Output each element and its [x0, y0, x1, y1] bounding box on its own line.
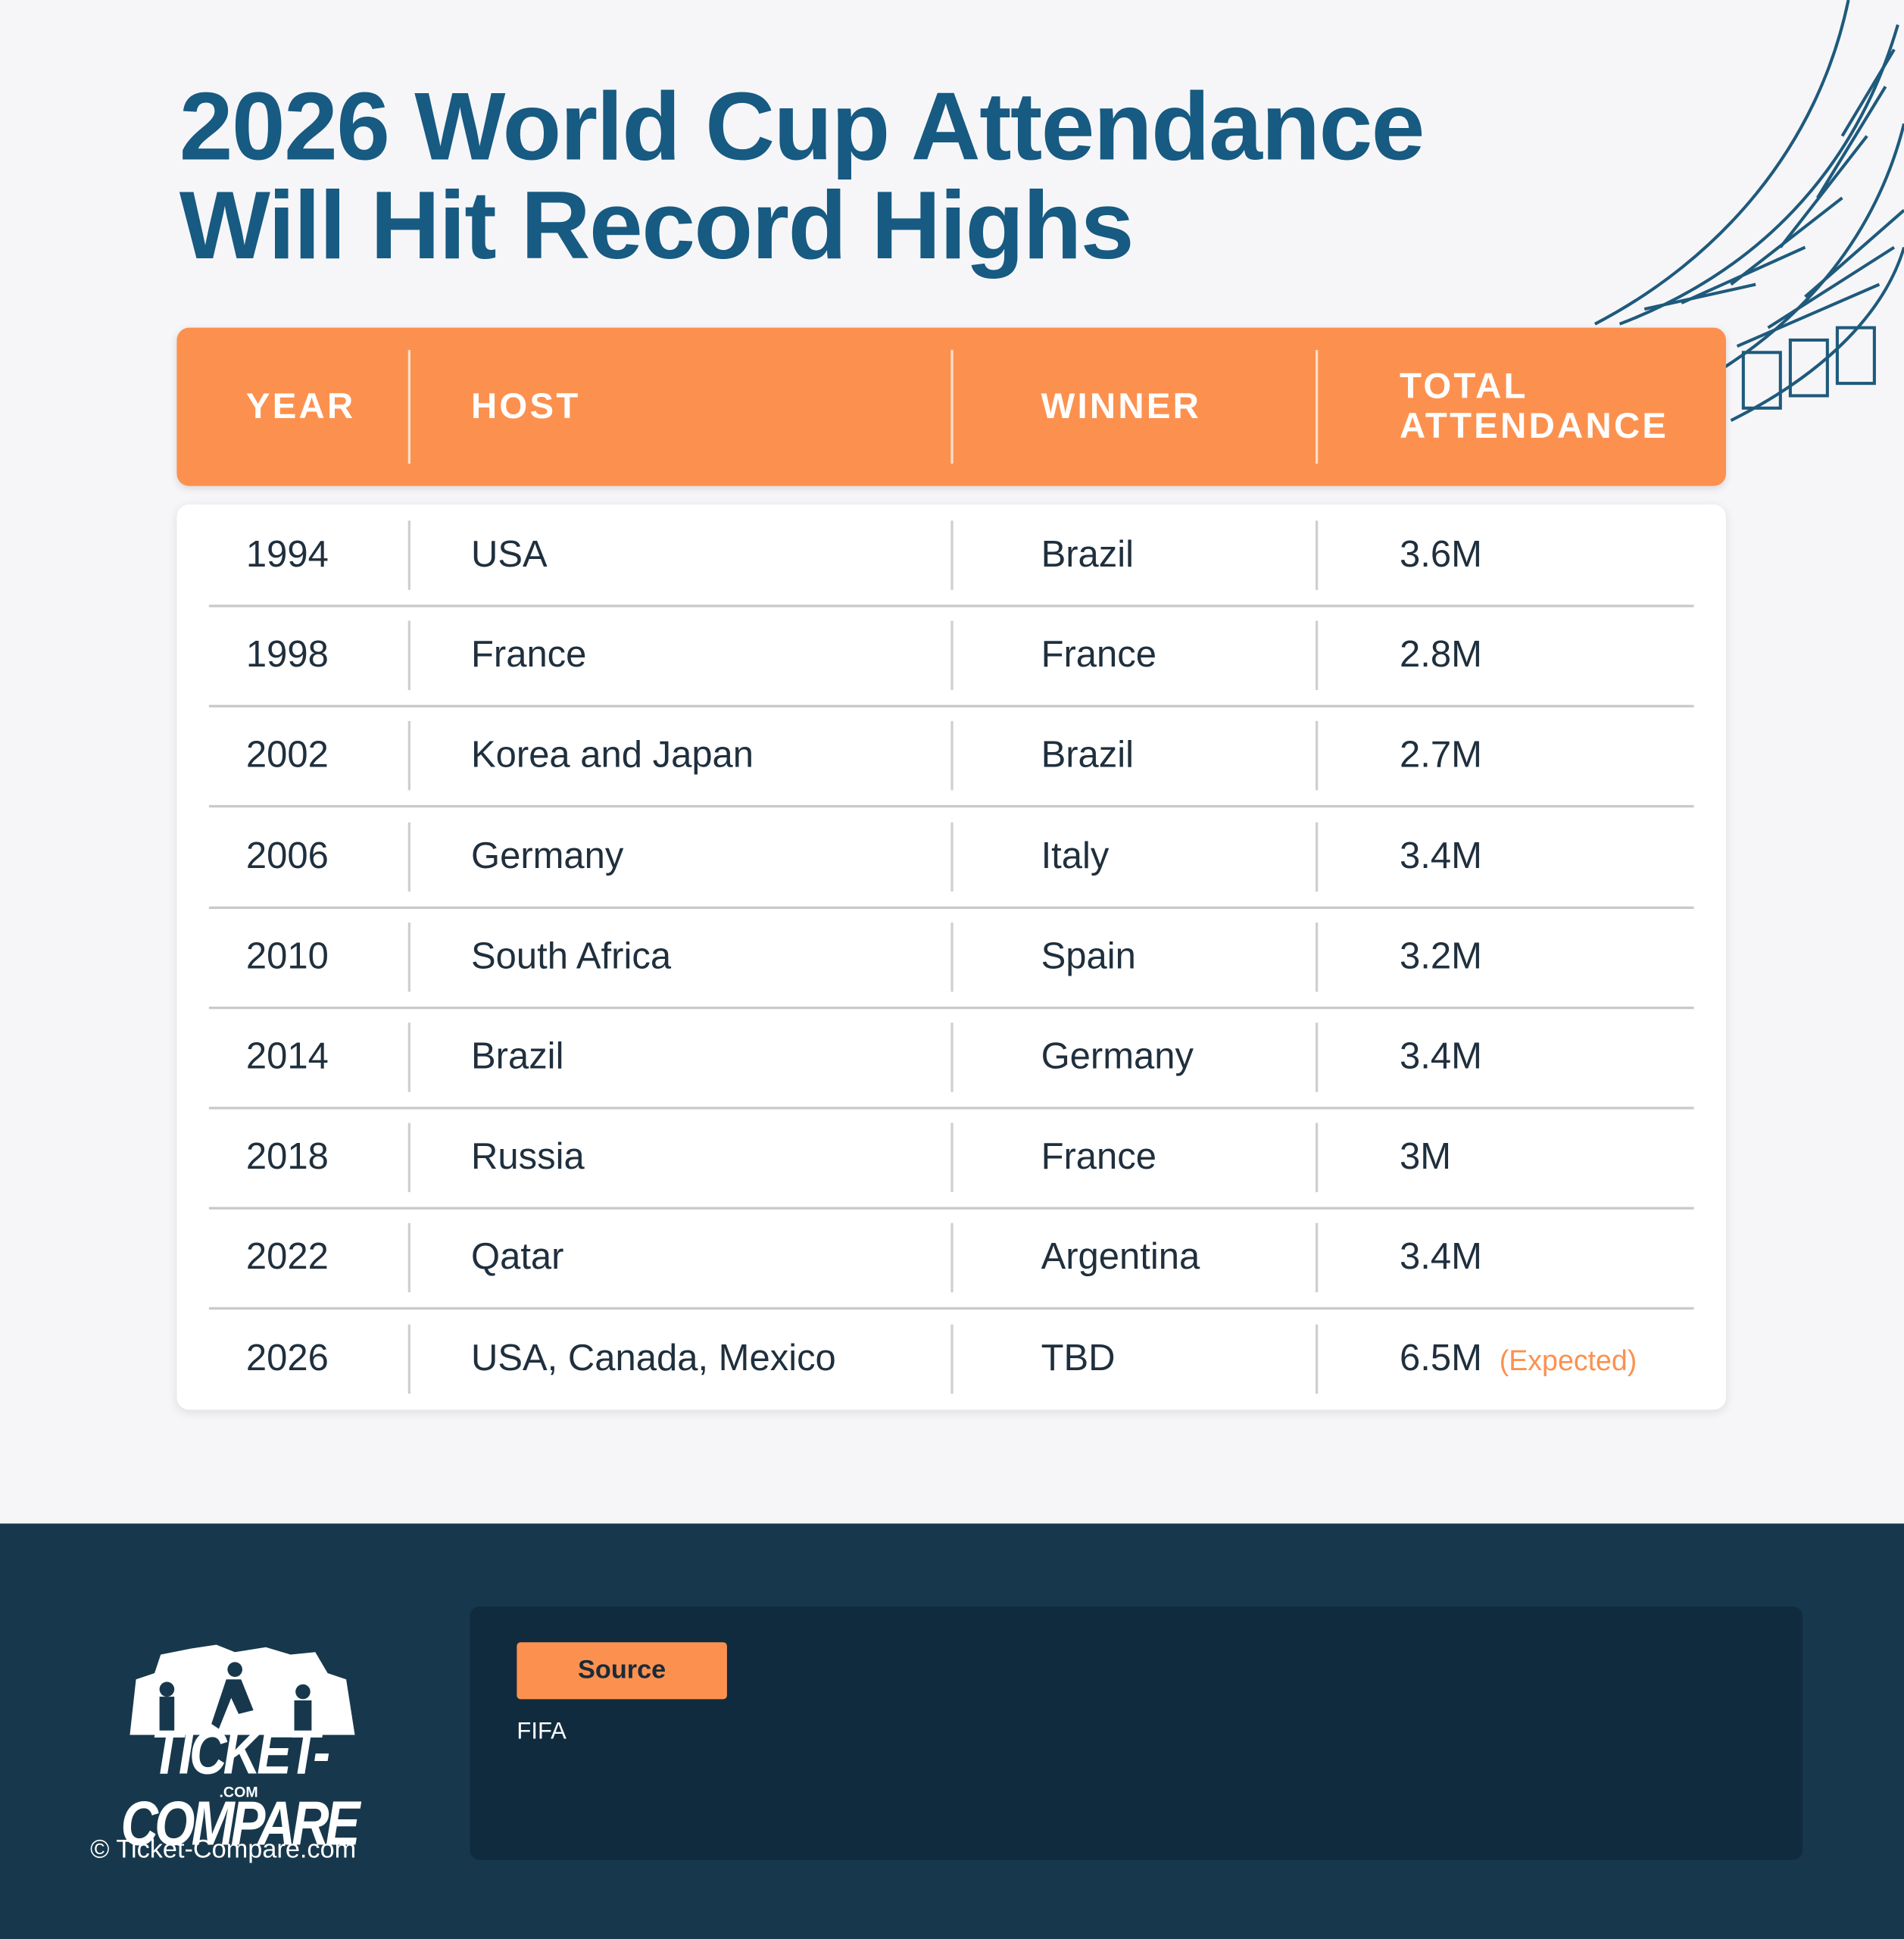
table-cell: TBD — [1041, 1337, 1116, 1379]
column-divider — [1315, 822, 1319, 891]
column-divider — [1315, 1122, 1319, 1193]
table-cell: 2.8M — [1399, 634, 1482, 676]
table-cell: USA — [470, 534, 548, 576]
header-divider — [407, 350, 410, 464]
table-cell: USA, Canada, Mexico — [470, 1337, 836, 1379]
logo-text: TICKET-COMPARE — [120, 1716, 361, 1858]
table-cell: 1994 — [245, 534, 329, 576]
column-header: TOTAL ATTENDANCE — [1399, 367, 1669, 447]
table-cell: 2022 — [245, 1237, 329, 1279]
table-cell: 2018 — [245, 1136, 329, 1178]
table-cell: 2014 — [245, 1036, 329, 1078]
column-divider — [407, 1223, 410, 1293]
logo-domain: .COM — [219, 1783, 258, 1801]
table-header: YEAR HOST WINNER TOTAL ATTENDANCE — [176, 327, 1726, 486]
table-cell: Brazil — [1041, 534, 1135, 576]
header-divider — [1315, 350, 1319, 464]
column-divider — [1315, 1023, 1319, 1092]
table-cell: Germany — [1041, 1036, 1194, 1078]
table-cell: 2.7M — [1399, 735, 1482, 776]
column-divider — [407, 1323, 410, 1394]
table-cell: Spain — [1041, 935, 1136, 977]
table-cell: France — [1041, 1136, 1156, 1178]
table-cell: Germany — [470, 835, 624, 876]
table-cell: 3.4M — [1399, 1237, 1482, 1279]
column-divider — [1315, 520, 1319, 590]
table-cell: 3.6M — [1399, 534, 1482, 576]
column-divider — [1315, 922, 1319, 992]
row-divider — [208, 604, 1694, 607]
table-cell: Italy — [1041, 835, 1110, 876]
column-divider — [1315, 721, 1319, 791]
row-divider — [208, 1006, 1694, 1009]
column-divider — [407, 922, 410, 992]
row-divider — [208, 1307, 1694, 1310]
table-cell: South Africa — [470, 935, 672, 977]
column-divider — [407, 1023, 410, 1092]
table-cell: Qatar — [470, 1237, 564, 1279]
table-cell: 2026 — [245, 1337, 329, 1379]
column-divider — [407, 822, 410, 891]
row-divider — [208, 805, 1694, 808]
column-divider — [1315, 1323, 1319, 1394]
stadium-decoration — [1593, 0, 1904, 422]
column-divider — [407, 1122, 410, 1193]
table-cell: 3.4M — [1399, 835, 1482, 876]
column-divider — [950, 1323, 954, 1394]
row-divider — [208, 704, 1694, 708]
table-cell: France — [1041, 634, 1156, 676]
title: 2026 World Cup Attendance Will Hit Recor… — [179, 71, 1425, 279]
column-divider — [1315, 620, 1319, 691]
column-divider — [950, 1122, 954, 1193]
table-cell: Argentina — [1041, 1237, 1200, 1279]
column-divider — [950, 1023, 954, 1092]
row-divider — [208, 906, 1694, 909]
column-divider — [950, 1223, 954, 1293]
table-cell: Brazil — [1041, 735, 1135, 776]
copyright: © Ticket-Compare.com — [90, 1834, 357, 1864]
source-label: Source — [517, 1642, 727, 1700]
column-header: WINNER — [1041, 387, 1202, 427]
column-divider — [1315, 1223, 1319, 1293]
table-cell: 2002 — [245, 735, 329, 776]
column-divider — [407, 721, 410, 791]
table-cell: 3.2M — [1399, 935, 1482, 977]
table-cell: Russia — [470, 1136, 585, 1178]
table-cell: 2006 — [245, 835, 329, 876]
table-cell: France — [470, 634, 587, 676]
header-divider — [950, 350, 954, 464]
annotation: (Expected) — [1499, 1344, 1637, 1376]
row-divider — [208, 1107, 1694, 1110]
table-cell: Brazil — [470, 1036, 564, 1078]
source-value: FIFA — [517, 1719, 567, 1745]
table-cell: 1998 — [245, 634, 329, 676]
column-divider — [950, 620, 954, 691]
column-divider — [950, 721, 954, 791]
column-header: YEAR — [245, 387, 356, 427]
column-divider — [407, 520, 410, 590]
logo-skyline — [130, 1644, 355, 1735]
column-divider — [950, 822, 954, 891]
table-cell: 3.4M — [1399, 1036, 1482, 1078]
column-divider — [407, 620, 410, 691]
table-cell: 2010 — [245, 935, 329, 977]
column-divider — [950, 922, 954, 992]
table-cell: 6.5M (Expected) — [1399, 1337, 1637, 1379]
table-body: 1994 USA Brazil 3.6M 1998 France France 2.8M 200… — [176, 504, 1726, 1410]
table-cell: 3M — [1399, 1136, 1452, 1178]
row-divider — [208, 1207, 1694, 1210]
table-cell: Korea and Japan — [470, 735, 754, 776]
column-divider — [950, 520, 954, 590]
column-header: HOST — [470, 387, 581, 427]
